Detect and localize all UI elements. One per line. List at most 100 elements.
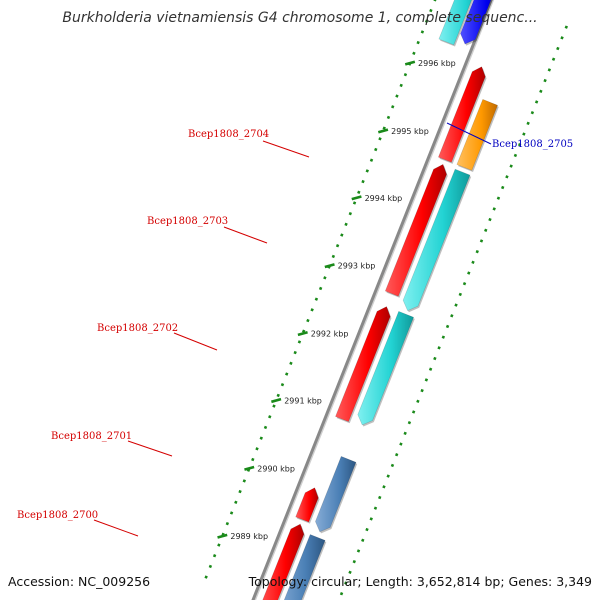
tick-dot (369, 158, 374, 162)
red-cds-arrow-5[interactable] (438, 66, 487, 164)
red-cds-arrow-1[interactable] (258, 523, 306, 604)
tick-dot (462, 282, 467, 286)
tick-dot (509, 164, 513, 168)
tick-dot (272, 404, 276, 408)
tick-dot (429, 8, 433, 13)
major-tick (377, 128, 389, 134)
tick-label: 2995 kbp (391, 127, 429, 136)
tick-dot (365, 527, 369, 532)
tick-dot (378, 137, 382, 141)
gene-label[interactable]: Bcep1808_2704 (188, 129, 269, 140)
gene-label[interactable]: Bcep1808_2702 (97, 323, 178, 334)
genome-summary: Topology: circular; Length: 3,652,814 bp… (248, 574, 592, 589)
feature-body (282, 534, 326, 604)
inner-tick-row (204, 0, 437, 579)
leader-line (223, 226, 268, 244)
gene-label[interactable]: Bcep1808_2700 (17, 510, 98, 521)
tick-dot (551, 57, 556, 61)
tick-dot (217, 543, 221, 547)
cds-blue-upper[interactable] (460, 0, 505, 46)
tick-dot (420, 388, 424, 393)
tick-dot (501, 185, 505, 190)
red-cds-arrow-2[interactable] (295, 487, 320, 524)
cds-bcep1808-2705[interactable] (438, 0, 485, 47)
feature-body (460, 0, 492, 45)
tick-dot (335, 244, 340, 248)
tick-dot (361, 179, 365, 184)
tick-dot (458, 292, 462, 297)
tick-dot (522, 132, 526, 136)
tick-dot (539, 89, 543, 93)
tick-dot (416, 40, 420, 45)
feature-body (260, 523, 305, 604)
leader-line (446, 122, 492, 145)
tick-dot (391, 105, 395, 109)
cds-bcep1808-2701[interactable] (315, 456, 358, 534)
tick-dot (484, 228, 488, 232)
feature-body (315, 456, 357, 533)
tick-dot (314, 297, 319, 301)
red-cds-arrow-4[interactable] (384, 163, 448, 298)
tick-dot (340, 233, 344, 237)
tick-dot (352, 201, 357, 205)
tick-dot (424, 19, 429, 23)
cds-bcep1808-2700[interactable] (276, 534, 327, 604)
major-tick (271, 397, 282, 404)
tick-dot (433, 0, 437, 2)
tick-dot (450, 314, 454, 318)
label-layer: Bcep1808_2704 Bcep1808_2703 Bcep1808_2702 B… (17, 122, 573, 537)
gene-label[interactable]: Bcep1808_2705 (492, 139, 573, 150)
red-cds-arrow-3[interactable] (335, 306, 392, 424)
tick-dot (428, 367, 433, 371)
tick-dot (556, 46, 560, 51)
tick-dot (420, 30, 425, 34)
feature-layer[interactable] (258, 0, 520, 604)
tick-dot (394, 453, 399, 457)
tick-dot (390, 463, 395, 468)
tick-dot (208, 564, 213, 569)
tick-dot (386, 115, 391, 120)
tick-label: 2994 kbp (365, 194, 403, 203)
tick-dot (433, 356, 437, 361)
gene-label[interactable]: Bcep1808_2703 (147, 216, 228, 227)
tick-dot (496, 196, 501, 200)
leader-line (173, 332, 218, 351)
cds-bcep1808-2704[interactable] (456, 99, 499, 172)
tick-dot (259, 436, 263, 440)
tick-dot (289, 361, 293, 366)
major-tick (217, 533, 228, 539)
leader-line (93, 519, 139, 537)
tick-dot (293, 350, 297, 355)
tick-label: 2990 kbp (257, 464, 295, 473)
tick-dot (268, 415, 272, 419)
tick-dot (263, 425, 268, 430)
tick-dot (526, 121, 530, 126)
tick-dot (348, 570, 352, 575)
backbone-layer (249, 0, 495, 604)
cds-bcep1808-2703[interactable] (402, 168, 472, 313)
tick-dot (517, 143, 522, 147)
tick-dot (403, 73, 408, 77)
tick-dot (204, 575, 208, 579)
tick-dot (445, 324, 450, 329)
tick-dot (238, 489, 242, 494)
feature-body (438, 0, 472, 46)
tick-dot (344, 222, 348, 227)
tick-dot (564, 25, 568, 29)
tick-dot (251, 457, 255, 462)
tick-dot (412, 51, 416, 55)
tick-dot (373, 506, 378, 510)
leader-line (127, 440, 173, 457)
tick-label: 2996 kbp (418, 59, 456, 68)
cds-bcep1808-2702[interactable] (357, 311, 415, 427)
gene-label[interactable]: Bcep1808_2701 (51, 431, 132, 442)
tick-dot (543, 78, 547, 83)
major-tick (404, 60, 416, 66)
tick-dot (437, 346, 441, 350)
tick-dot (374, 147, 378, 152)
chromosome-backbone (249, 0, 493, 604)
tick-dot (399, 442, 403, 446)
major-tick (351, 195, 362, 201)
